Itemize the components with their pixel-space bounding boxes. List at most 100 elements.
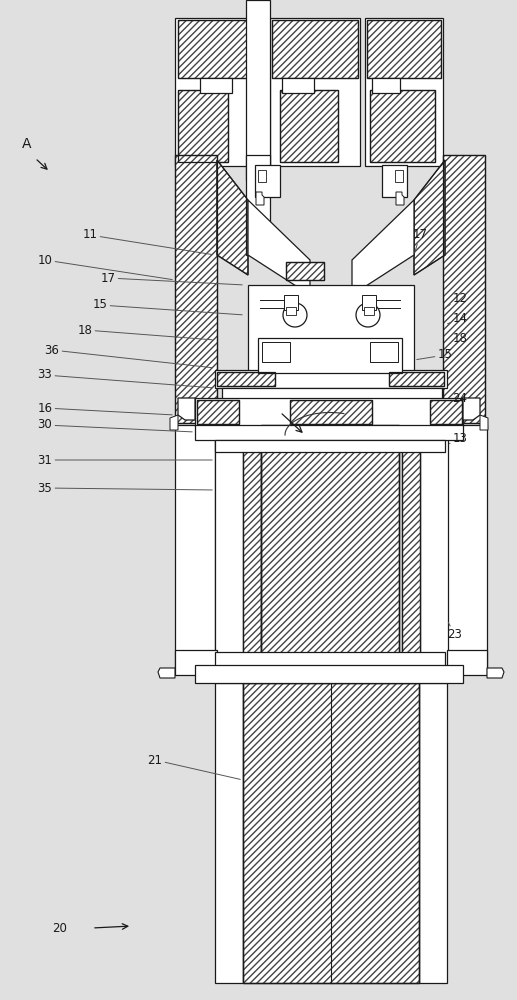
Polygon shape: [158, 668, 175, 678]
Bar: [290, 400, 372, 424]
Bar: [430, 400, 462, 424]
Circle shape: [283, 303, 307, 327]
Polygon shape: [414, 160, 445, 275]
Bar: [270, 18, 360, 166]
Bar: [365, 18, 443, 166]
Bar: [282, 78, 314, 93]
Text: 17: 17: [413, 229, 428, 252]
Circle shape: [356, 303, 380, 327]
Bar: [175, 425, 215, 670]
Bar: [178, 20, 252, 78]
Bar: [261, 425, 399, 670]
Bar: [382, 165, 407, 197]
Bar: [215, 683, 243, 983]
Bar: [195, 425, 463, 440]
Text: 11: 11: [83, 229, 212, 255]
Text: 21: 21: [147, 754, 240, 779]
Bar: [243, 683, 419, 983]
Text: 30: 30: [38, 418, 192, 432]
Bar: [258, 170, 266, 182]
Text: 15: 15: [93, 298, 242, 315]
Bar: [286, 262, 324, 280]
Bar: [272, 20, 358, 78]
Bar: [430, 400, 462, 424]
Polygon shape: [463, 398, 480, 420]
Text: 16: 16: [38, 401, 172, 415]
Polygon shape: [396, 192, 404, 205]
Bar: [248, 285, 414, 377]
Bar: [370, 90, 435, 162]
Bar: [443, 155, 485, 423]
Bar: [402, 440, 420, 670]
Bar: [178, 20, 252, 78]
Bar: [402, 440, 420, 670]
Text: 31: 31: [38, 454, 212, 466]
Polygon shape: [352, 200, 414, 295]
Bar: [195, 665, 463, 683]
Polygon shape: [178, 398, 195, 420]
Bar: [286, 307, 296, 315]
Bar: [280, 90, 338, 162]
Bar: [200, 78, 232, 93]
Bar: [197, 400, 239, 424]
Bar: [243, 440, 261, 670]
Text: 33: 33: [38, 368, 212, 388]
Bar: [215, 370, 447, 388]
Bar: [420, 425, 448, 670]
Bar: [364, 307, 374, 315]
Bar: [243, 683, 419, 983]
Bar: [286, 262, 324, 280]
Bar: [389, 372, 444, 386]
Bar: [246, 0, 270, 180]
Text: 14: 14: [448, 312, 467, 324]
Bar: [362, 295, 376, 310]
Bar: [395, 170, 403, 182]
Bar: [261, 425, 399, 670]
Text: 10: 10: [38, 253, 172, 280]
Bar: [419, 683, 447, 983]
Polygon shape: [170, 415, 178, 430]
Bar: [197, 400, 239, 424]
Text: 35: 35: [38, 482, 212, 494]
Bar: [284, 295, 298, 310]
Bar: [175, 650, 217, 675]
Bar: [255, 165, 280, 197]
Text: 17: 17: [100, 271, 242, 285]
Bar: [217, 372, 275, 386]
Bar: [215, 440, 445, 452]
Bar: [447, 425, 487, 670]
Bar: [280, 90, 338, 162]
Bar: [258, 338, 402, 373]
Bar: [290, 400, 372, 424]
Text: A: A: [22, 137, 32, 151]
Text: 18: 18: [449, 332, 467, 344]
Bar: [195, 398, 463, 426]
Bar: [372, 78, 400, 93]
Bar: [370, 342, 398, 362]
Bar: [175, 18, 255, 166]
Bar: [215, 425, 243, 670]
Bar: [370, 90, 435, 162]
Bar: [443, 155, 485, 423]
Bar: [215, 652, 445, 670]
Bar: [246, 155, 270, 255]
Text: 18: 18: [78, 324, 212, 340]
Text: 15: 15: [417, 349, 452, 361]
Polygon shape: [256, 192, 264, 205]
Polygon shape: [248, 200, 310, 295]
Bar: [175, 155, 217, 423]
Bar: [389, 372, 444, 386]
Bar: [367, 20, 441, 78]
Bar: [261, 425, 399, 670]
Bar: [262, 342, 290, 362]
Text: 13: 13: [449, 432, 467, 444]
Text: 23: 23: [448, 622, 462, 642]
Polygon shape: [487, 668, 504, 678]
Bar: [367, 20, 441, 78]
Bar: [447, 650, 487, 675]
Text: 36: 36: [44, 344, 212, 368]
Bar: [178, 90, 228, 162]
Bar: [243, 683, 419, 983]
Bar: [178, 90, 228, 162]
Bar: [222, 388, 442, 400]
